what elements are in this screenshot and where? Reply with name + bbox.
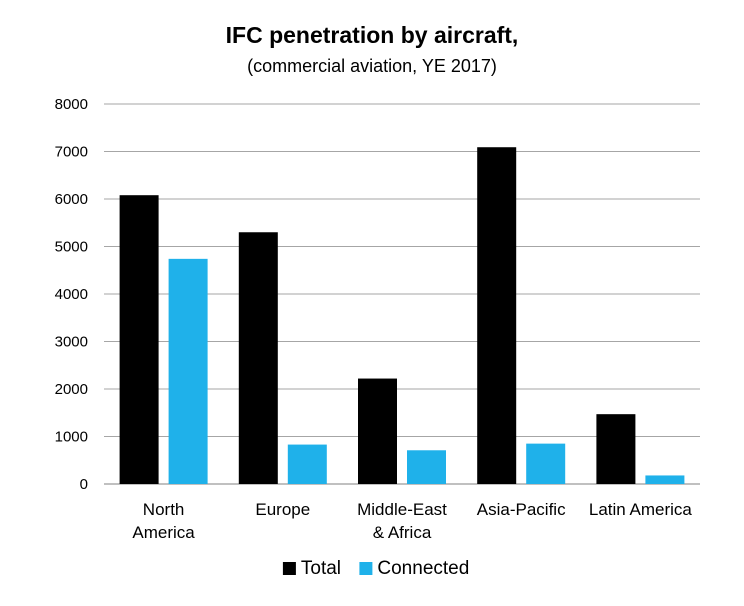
y-tick-label: 1000 (55, 429, 88, 446)
legend-label-connected: Connected (377, 558, 469, 579)
y-tick-label: 2000 (55, 381, 88, 398)
bar-total (477, 147, 517, 484)
y-tick-label: 6000 (55, 191, 88, 208)
x-tick-label: Latin America (589, 500, 693, 519)
x-tick-label: Middle-East (357, 500, 447, 519)
y-tick-label: 3000 (55, 334, 88, 351)
y-tick-label: 7000 (55, 144, 88, 161)
y-tick-label: 5000 (55, 239, 88, 256)
legend-swatch-connected (359, 562, 373, 575)
legend-swatch-total (282, 562, 296, 575)
bar-total (358, 378, 397, 484)
y-tick-label: 4000 (55, 286, 88, 303)
bar-connected (168, 258, 208, 484)
y-tick-label: 8000 (55, 96, 88, 113)
x-tick-label: Asia-Pacific (477, 500, 566, 519)
chart-title: IFC penetration by aircraft, (225, 22, 519, 48)
x-tick-label: North (143, 500, 185, 519)
bar-total (596, 414, 636, 484)
bar-connected (645, 475, 685, 484)
chart-subtitle: (commercial aviation, YE 2017) (247, 56, 497, 76)
bar-connected (526, 443, 566, 484)
bar-connected (407, 450, 446, 484)
y-tick-label: 0 (80, 476, 88, 493)
bar-total (238, 232, 278, 484)
bar-connected (287, 444, 327, 484)
bar-total (119, 195, 159, 484)
legend-label-total: Total (301, 558, 341, 579)
x-tick-label: & Africa (373, 523, 432, 542)
x-tick-label: America (132, 523, 195, 542)
x-tick-label: Europe (255, 500, 310, 519)
